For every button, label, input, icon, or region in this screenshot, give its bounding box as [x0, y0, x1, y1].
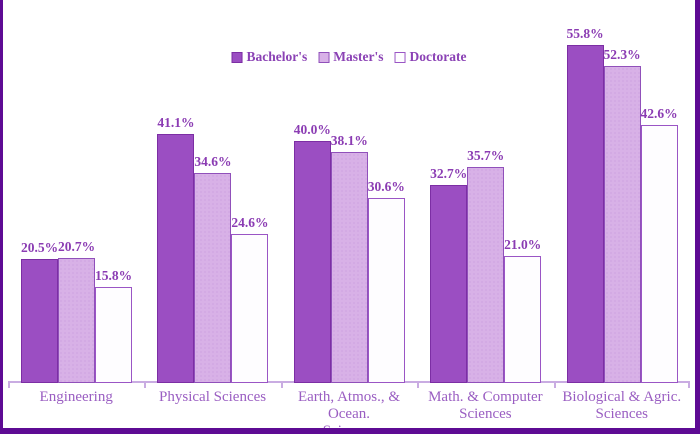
- x-axis-tick: [144, 382, 147, 388]
- bar-group-math-computer-sciences: 32.7% 35.7% 21.0%: [417, 0, 553, 383]
- legend-label: Bachelor's: [246, 49, 308, 64]
- value-label: 42.6%: [640, 106, 678, 121]
- value-label: 41.1%: [157, 115, 195, 130]
- legend-item-bachelor-s: Bachelor's: [231, 49, 308, 65]
- value-label: 30.6%: [367, 179, 405, 194]
- bar-group-earth-atmos-ocean-sciences: 40.0% 38.1% 30.6%: [281, 0, 417, 383]
- x-axis-tick: [553, 382, 556, 388]
- value-label: 52.3%: [603, 47, 641, 62]
- bar-master-s-biological-agric-sciences: [603, 66, 641, 383]
- legend-item-master-s: Master's: [318, 49, 384, 65]
- value-label: 20.7%: [57, 239, 96, 254]
- bar-bachelor-s-earth-atmos-ocean-sciences: [293, 141, 331, 383]
- bar-group-physical-sciences: 41.1% 34.6% 24.6%: [144, 0, 280, 383]
- legend-label: Doctorate: [409, 49, 467, 64]
- legend-swatch-icon: [231, 51, 243, 63]
- category-label-line: Physical Sciences: [159, 389, 267, 405]
- bar-master-s-engineering: [58, 258, 95, 383]
- bar-doctorate-physical-sciences: [231, 234, 269, 383]
- category-label-line: Biological & Agric.: [562, 389, 682, 405]
- bar-bachelor-s-biological-agric-sciences: [566, 45, 604, 383]
- x-axis-tick: [8, 382, 10, 388]
- category-label-math-computer-sciences: Math. & Computer Sciences: [417, 389, 553, 428]
- category-label-line: Earth, Atmos., & Ocean.: [297, 389, 401, 422]
- legend-item-doctorate: Doctorate: [394, 49, 467, 65]
- legend-swatch-icon: [318, 51, 330, 63]
- x-axis-tick: [417, 382, 420, 388]
- value-label: 35.7%: [467, 148, 505, 163]
- category-label-engineering: Engineering: [8, 389, 144, 428]
- value-label: 34.6%: [194, 154, 232, 169]
- bar-doctorate-earth-atmos-ocean-sciences: [367, 198, 405, 383]
- bar-doctorate-biological-agric-sciences: [640, 125, 678, 383]
- plot-area: 20.5% 20.7% 15.8% 41.1% 34.6% 24.6% 40.0% 38.1%…: [8, 0, 690, 388]
- x-axis-labels: Engineering Physical Sciences Earth, Atmos…: [8, 389, 690, 434]
- value-label: 24.6%: [231, 215, 269, 230]
- legend-label: Master's: [333, 49, 384, 64]
- value-label: 40.0%: [293, 122, 331, 137]
- legend-swatch-icon: [394, 51, 406, 63]
- bar-group-biological-agric-sciences: 55.8% 52.3% 42.6%: [554, 0, 690, 383]
- bar-bachelor-s-engineering: [21, 259, 58, 383]
- category-label-earth-atmos-ocean-sciences: Earth, Atmos., & Ocean. Sciences: [281, 389, 417, 434]
- bar-master-s-math-computer-sciences: [467, 167, 505, 383]
- category-label-biological-agric-sciences: Biological & Agric. Sciences: [554, 389, 690, 428]
- bar-master-s-earth-atmos-ocean-sciences: [330, 152, 368, 383]
- legend: Bachelor's Master's Doctorate: [231, 49, 467, 65]
- value-label: 20.5%: [20, 240, 59, 255]
- value-label: 32.7%: [430, 166, 468, 181]
- value-label: 38.1%: [330, 133, 368, 148]
- value-label: 21.0%: [504, 237, 542, 252]
- bar-bachelor-s-math-computer-sciences: [430, 185, 468, 383]
- category-label-line: Sciences: [595, 405, 648, 422]
- value-label: 55.8%: [566, 26, 604, 41]
- category-label-line: Math. & Computer: [428, 389, 543, 405]
- bar-doctorate-math-computer-sciences: [504, 256, 542, 383]
- x-axis-tick: [280, 382, 283, 388]
- bar-group-engineering: 20.5% 20.7% 15.8%: [8, 0, 144, 383]
- value-label: 15.8%: [94, 268, 133, 283]
- category-label-line: Sciences: [459, 405, 512, 422]
- category-label-line: Sciences: [322, 422, 376, 434]
- category-label-line: Engineering: [39, 389, 113, 405]
- bar-doctorate-engineering: [95, 287, 132, 383]
- x-axis-tick: [688, 382, 690, 388]
- bar-master-s-physical-sciences: [194, 173, 232, 383]
- category-label-physical-sciences: Physical Sciences: [144, 389, 280, 428]
- bar-bachelor-s-physical-sciences: [157, 134, 195, 383]
